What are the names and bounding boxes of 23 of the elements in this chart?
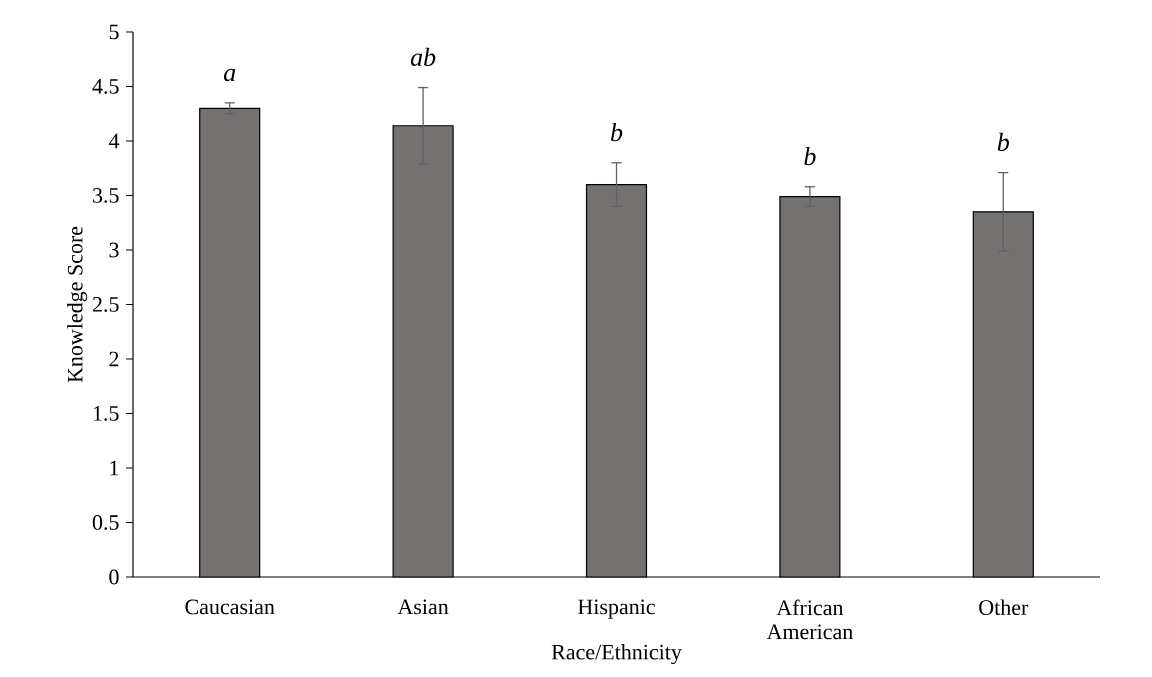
y-axis-title: Knowledge Score xyxy=(67,226,88,383)
y-tick-label: 1 xyxy=(110,460,119,476)
y-tick-label: 2.5 xyxy=(92,297,119,312)
y-tick-label: 0 xyxy=(109,569,119,585)
x-tick-label: Other xyxy=(979,599,1029,615)
x-axis-title: Race/Ethnicity xyxy=(551,644,682,665)
x-tick-label: Caucasian xyxy=(185,599,275,615)
y-tick-label: 2 xyxy=(109,351,119,367)
annotation: b xyxy=(997,132,1010,152)
annotation: b xyxy=(804,146,816,166)
annotation: ab xyxy=(410,47,436,67)
y-tick-label: 0.5 xyxy=(92,515,119,530)
x-tick-label: Asian xyxy=(397,599,449,615)
annotation: b xyxy=(610,122,623,142)
y-tick-label: 4.5 xyxy=(92,79,119,94)
annotation: a xyxy=(223,68,236,82)
y-tick-label: 4 xyxy=(108,133,120,149)
x-tick-label: Hispanic xyxy=(578,599,655,619)
y-tick-label: 3 xyxy=(109,242,119,258)
x-tick-label: African American xyxy=(766,599,853,640)
y-tick-label: 5 xyxy=(109,24,119,40)
y-tick-label: 1.5 xyxy=(93,406,119,421)
y-tick-label: 3.5 xyxy=(93,188,119,203)
